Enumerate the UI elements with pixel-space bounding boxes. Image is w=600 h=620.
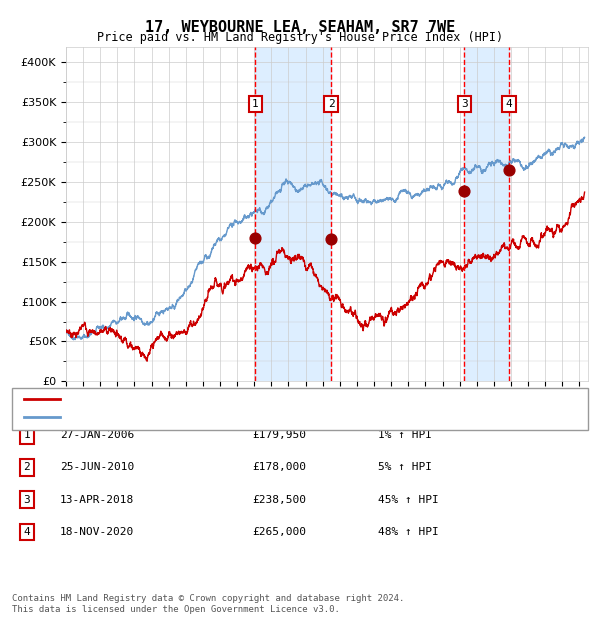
Text: 1: 1 xyxy=(23,430,31,440)
Text: 1% ↑ HPI: 1% ↑ HPI xyxy=(378,430,432,440)
Text: 3: 3 xyxy=(461,99,468,109)
Bar xyxy=(256,46,331,381)
Text: 25-JUN-2010: 25-JUN-2010 xyxy=(60,463,134,472)
Text: 13-APR-2018: 13-APR-2018 xyxy=(60,495,134,505)
Text: 45% ↑ HPI: 45% ↑ HPI xyxy=(378,495,439,505)
Text: 48% ↑ HPI: 48% ↑ HPI xyxy=(378,527,439,537)
Text: 3: 3 xyxy=(23,495,31,505)
Text: £179,950: £179,950 xyxy=(252,430,306,440)
Text: 4: 4 xyxy=(506,99,512,109)
Text: 27-JAN-2006: 27-JAN-2006 xyxy=(60,430,134,440)
Text: 2: 2 xyxy=(23,463,31,472)
Text: 4: 4 xyxy=(23,527,31,537)
Point xyxy=(504,165,514,175)
Text: 2: 2 xyxy=(328,99,334,109)
Text: 5% ↑ HPI: 5% ↑ HPI xyxy=(378,463,432,472)
Text: 1: 1 xyxy=(252,99,259,109)
Text: 17, WEYBOURNE LEA, SEAHAM, SR7 7WE (detached house): 17, WEYBOURNE LEA, SEAHAM, SR7 7WE (deta… xyxy=(66,394,385,404)
Text: 17, WEYBOURNE LEA, SEAHAM, SR7 7WE: 17, WEYBOURNE LEA, SEAHAM, SR7 7WE xyxy=(145,20,455,35)
Text: Contains HM Land Registry data © Crown copyright and database right 2024.
This d: Contains HM Land Registry data © Crown c… xyxy=(12,595,404,614)
Text: £238,500: £238,500 xyxy=(252,495,306,505)
Text: £178,000: £178,000 xyxy=(252,463,306,472)
Bar xyxy=(464,46,509,381)
Text: Price paid vs. HM Land Registry's House Price Index (HPI): Price paid vs. HM Land Registry's House … xyxy=(97,31,503,44)
Point xyxy=(251,233,260,243)
Text: £265,000: £265,000 xyxy=(252,527,306,537)
Text: HPI: Average price, detached house, County Durham: HPI: Average price, detached house, Coun… xyxy=(66,412,372,422)
Point xyxy=(326,234,336,244)
Text: 18-NOV-2020: 18-NOV-2020 xyxy=(60,527,134,537)
Point xyxy=(460,186,469,196)
